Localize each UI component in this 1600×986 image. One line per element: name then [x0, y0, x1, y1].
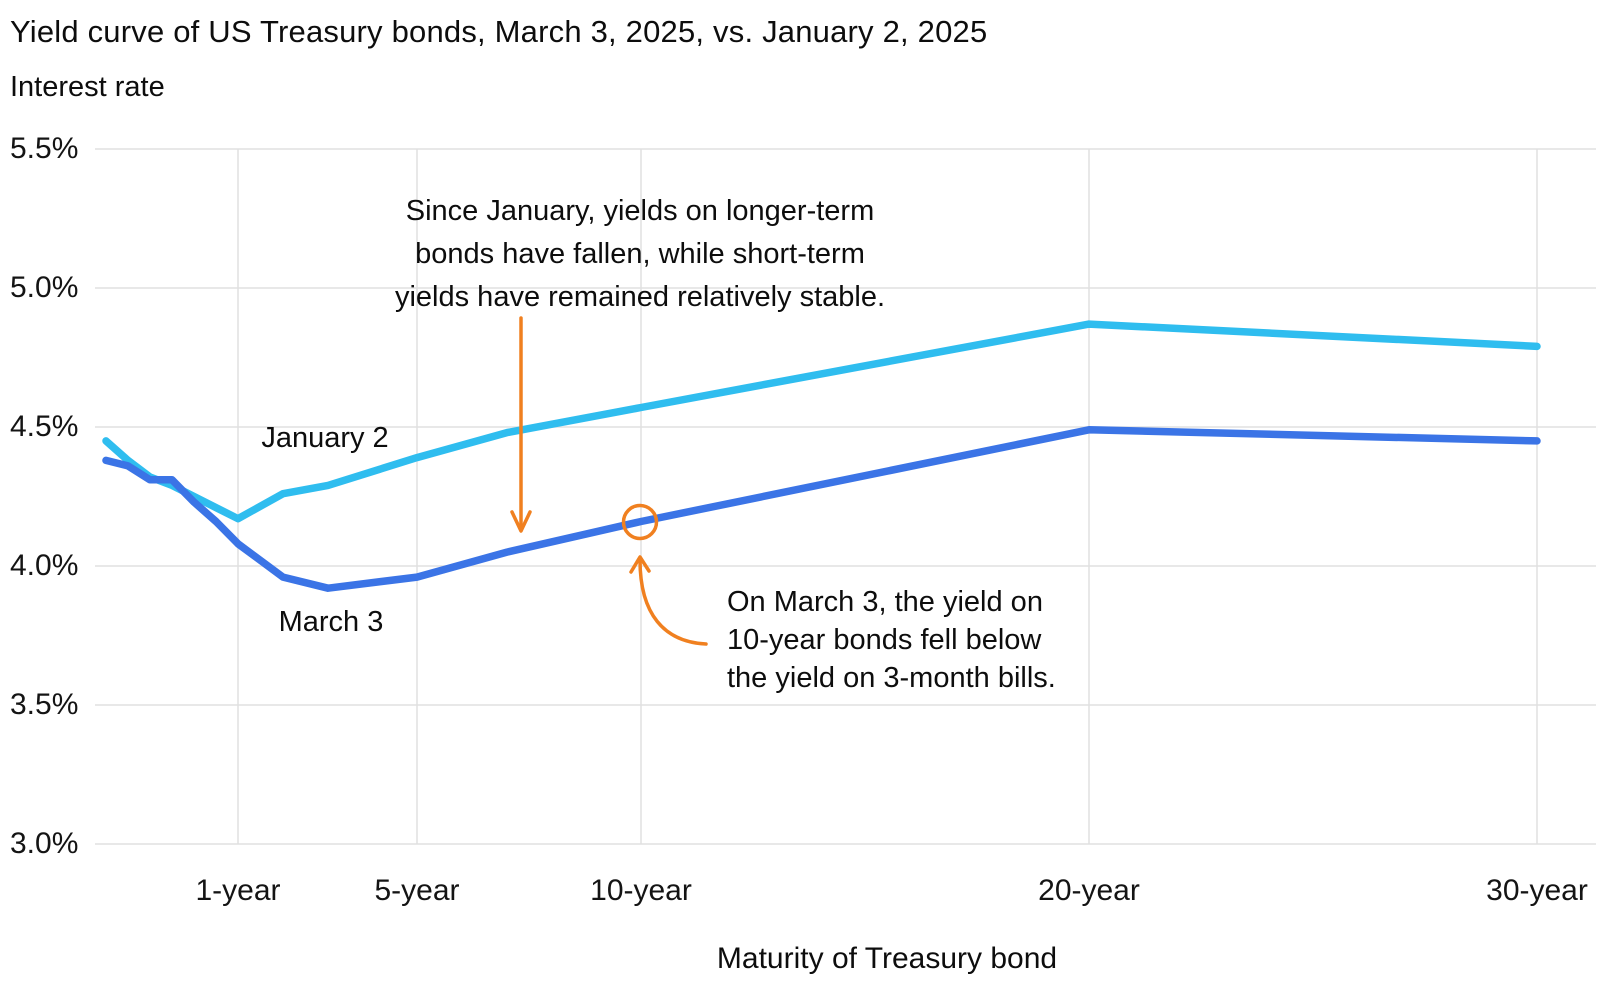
annotation-stable-note-line: Since January, yields on longer-term: [405, 195, 875, 227]
y-axis-label: Interest rate: [10, 71, 165, 103]
gridlines: [95, 148, 1596, 845]
down-arrow-head-icon: [510, 510, 532, 533]
annotation-inversion-note-line: the yield on 3-month bills.: [727, 662, 1056, 694]
inversion-highlight-circle: [621, 503, 659, 541]
annotation-stable-note-line: yields have remained relatively stable.: [394, 281, 886, 313]
annotation-inversion-note-line: 10-year bonds fell below: [727, 624, 1042, 656]
y-tick-label: 5.5%: [10, 132, 79, 165]
x-tick-label: 10-year: [590, 874, 692, 907]
series-label-january-2: January 2: [261, 422, 389, 454]
annotation-inversion-note-line: On March 3, the yield on: [727, 586, 1043, 618]
y-tick-label: 5.0%: [10, 271, 79, 304]
curved-arrow-shaft: [638, 558, 708, 646]
x-tick-label: 1-year: [195, 874, 281, 907]
x-axis-title: Maturity of Treasury bond: [716, 942, 1058, 975]
up-arrow-head-icon: [629, 555, 651, 574]
annotation-stable-note-line: bonds have fallen, while short-term: [415, 238, 865, 270]
series-lines: [102, 320, 1541, 592]
y-tick-label: 3.0%: [10, 827, 79, 860]
x-tick-label: 20-year: [1038, 874, 1140, 907]
y-tick-label: 4.0%: [10, 549, 79, 582]
y-tick-label: 3.5%: [10, 688, 79, 721]
annotation-stable-note: Since January, yields on longer-term bon…: [395, 190, 885, 319]
chart-title: Yield curve of US Treasury bonds, March …: [10, 14, 988, 49]
y-tick-label: 4.5%: [10, 410, 79, 443]
x-tick-label: 30-year: [1486, 874, 1588, 907]
series-label-march-3: March 3: [278, 606, 384, 638]
x-tick-label: 5-year: [374, 874, 460, 907]
annotation-inversion-note: On March 3, the yield on 10-year bonds f…: [727, 583, 1056, 697]
annotation-shapes: [510, 316, 708, 646]
series-line-march-3: [102, 426, 1541, 592]
